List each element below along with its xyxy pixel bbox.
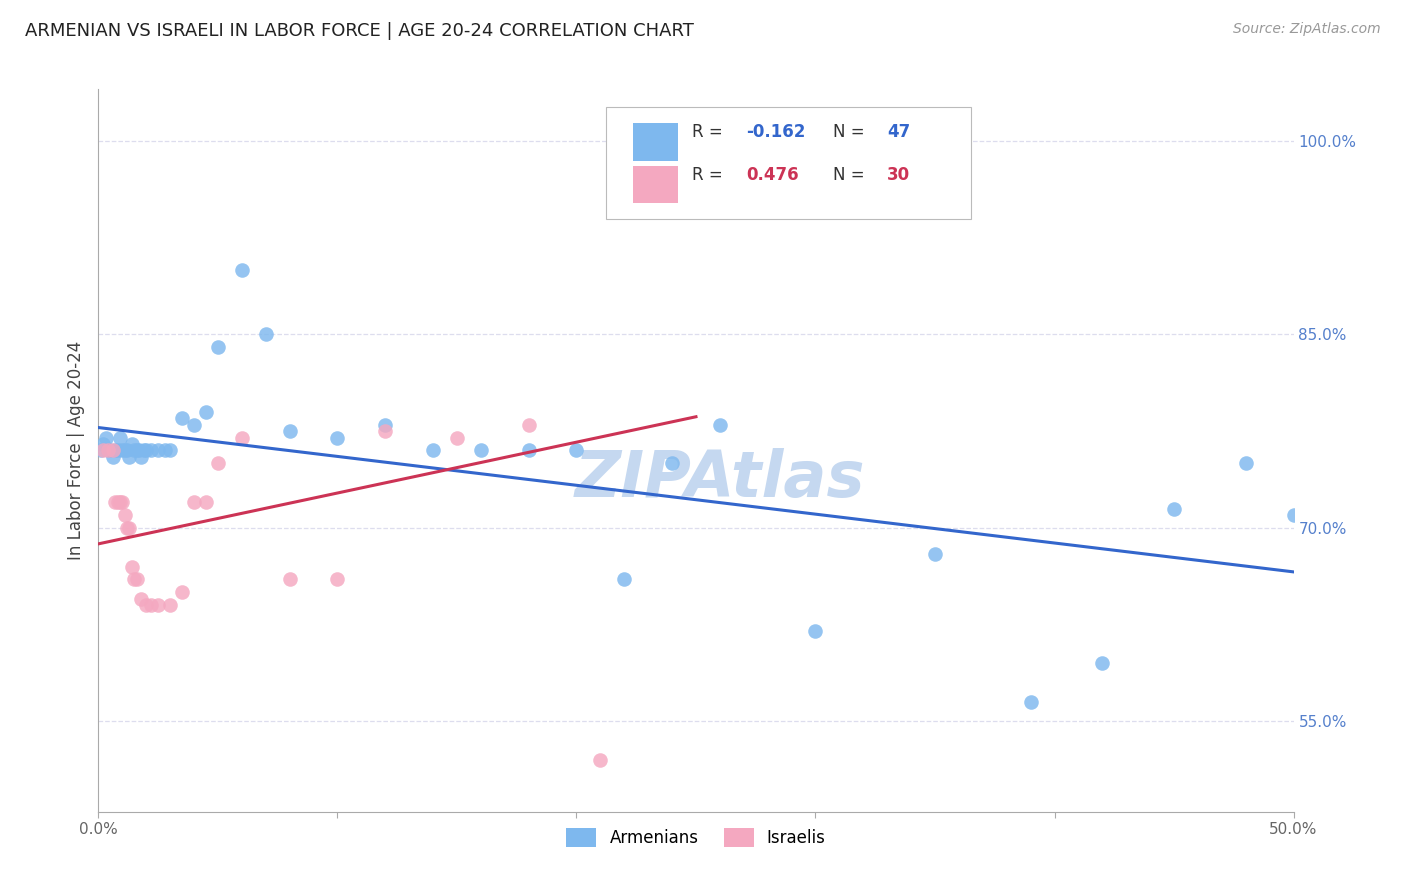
Point <box>135 443 157 458</box>
FancyBboxPatch shape <box>633 166 678 203</box>
Point <box>374 417 396 432</box>
Point <box>254 327 277 342</box>
Point <box>97 443 120 458</box>
Point <box>172 585 194 599</box>
Point <box>101 450 124 464</box>
Point <box>107 443 129 458</box>
Point <box>97 443 120 458</box>
Point <box>565 443 588 458</box>
Point <box>1234 456 1257 470</box>
Point <box>135 599 157 613</box>
Point <box>118 450 141 464</box>
Point <box>114 508 136 522</box>
Point <box>278 424 301 438</box>
Text: 47: 47 <box>887 123 911 141</box>
Point <box>207 456 229 470</box>
Point <box>374 424 396 438</box>
Point <box>94 431 117 445</box>
Point <box>446 431 468 445</box>
Point <box>326 573 349 587</box>
Point <box>613 573 636 587</box>
Point <box>661 456 683 470</box>
Text: ZIPAtlas: ZIPAtlas <box>575 449 865 510</box>
Point <box>661 134 683 148</box>
Point <box>121 559 143 574</box>
Point <box>231 262 253 277</box>
Point <box>128 443 150 458</box>
Point <box>91 437 114 451</box>
Point <box>183 495 205 509</box>
Point <box>195 495 218 509</box>
Text: N =: N = <box>834 166 870 184</box>
Y-axis label: In Labor Force | Age 20-24: In Labor Force | Age 20-24 <box>66 341 84 560</box>
Point <box>1282 508 1305 522</box>
Legend: Armenians, Israelis: Armenians, Israelis <box>558 820 834 855</box>
Point <box>111 495 134 509</box>
Point <box>107 495 129 509</box>
Point <box>104 495 127 509</box>
Point <box>125 443 148 458</box>
Point <box>148 443 170 458</box>
Point <box>111 443 134 458</box>
Point <box>98 443 122 458</box>
Point <box>470 443 492 458</box>
Text: R =: R = <box>692 123 728 141</box>
Point <box>121 437 143 451</box>
Point <box>517 417 540 432</box>
Point <box>115 443 138 458</box>
Point <box>207 340 229 354</box>
Point <box>108 431 131 445</box>
Point <box>517 443 540 458</box>
Point <box>172 411 194 425</box>
Point <box>709 417 731 432</box>
Text: 0.476: 0.476 <box>747 166 799 184</box>
Point <box>124 443 146 458</box>
Point <box>114 443 136 458</box>
Point <box>804 624 827 639</box>
Point <box>131 450 153 464</box>
Point <box>91 443 114 458</box>
Point <box>183 417 205 432</box>
Text: R =: R = <box>692 166 728 184</box>
Point <box>118 521 141 535</box>
Text: ARMENIAN VS ISRAELI IN LABOR FORCE | AGE 20-24 CORRELATION CHART: ARMENIAN VS ISRAELI IN LABOR FORCE | AGE… <box>25 22 695 40</box>
Point <box>159 599 181 613</box>
Text: -0.162: -0.162 <box>747 123 806 141</box>
Point <box>195 405 218 419</box>
Text: Source: ZipAtlas.com: Source: ZipAtlas.com <box>1233 22 1381 37</box>
Point <box>124 573 146 587</box>
FancyBboxPatch shape <box>606 107 972 219</box>
Point <box>90 443 112 458</box>
Point <box>125 573 148 587</box>
Point <box>108 495 131 509</box>
Point <box>231 431 253 445</box>
Point <box>422 443 444 458</box>
Point <box>101 443 124 458</box>
Point <box>278 573 301 587</box>
Point <box>924 547 946 561</box>
Point <box>115 521 138 535</box>
Point <box>139 443 162 458</box>
Text: 30: 30 <box>887 166 910 184</box>
Point <box>104 443 127 458</box>
Point <box>148 599 170 613</box>
Point <box>589 753 612 767</box>
Point <box>131 591 153 606</box>
Point <box>132 443 155 458</box>
Point <box>159 443 181 458</box>
Point <box>1019 695 1042 709</box>
Point <box>326 431 349 445</box>
Text: N =: N = <box>834 123 870 141</box>
Point <box>1091 657 1114 671</box>
FancyBboxPatch shape <box>633 123 678 161</box>
Point <box>139 599 162 613</box>
Point <box>1163 501 1185 516</box>
Point <box>155 443 177 458</box>
